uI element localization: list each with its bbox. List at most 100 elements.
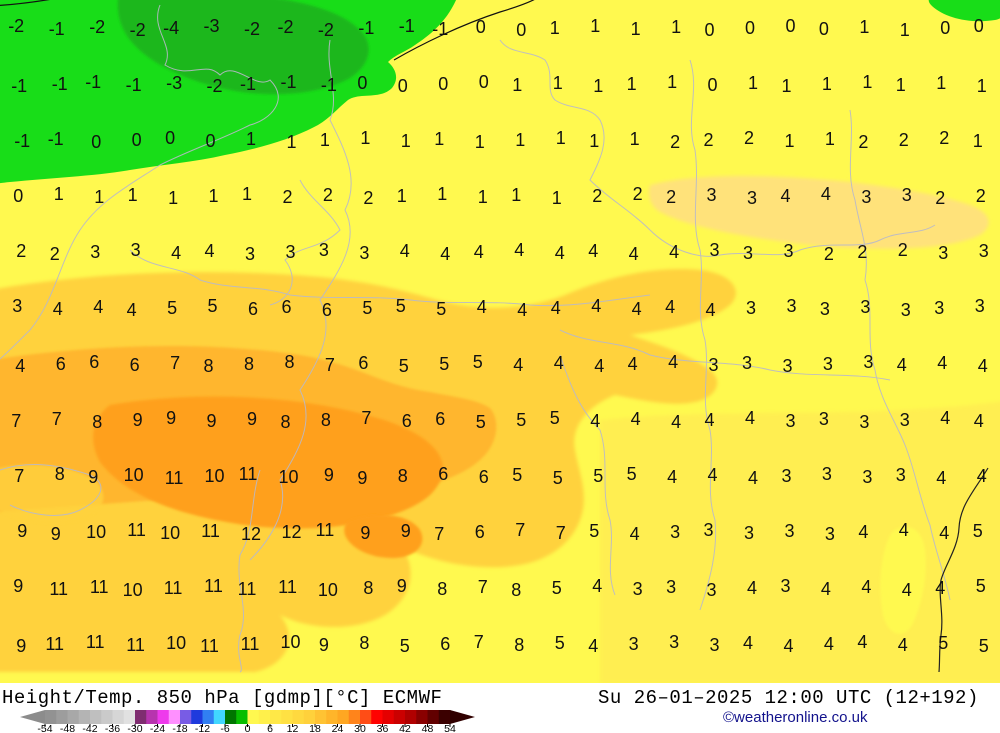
svg-text:5: 5 [167, 298, 177, 318]
svg-text:4: 4 [513, 355, 523, 375]
svg-text:1: 1 [748, 73, 758, 93]
svg-text:4: 4 [668, 352, 678, 372]
svg-text:24: 24 [332, 723, 344, 733]
svg-text:6: 6 [479, 467, 489, 487]
svg-text:7: 7 [325, 355, 335, 375]
svg-text:3: 3 [12, 296, 22, 316]
svg-text:8: 8 [92, 412, 102, 432]
svg-text:6: 6 [438, 464, 448, 484]
svg-text:1: 1 [397, 186, 407, 206]
svg-text:8: 8 [203, 356, 213, 376]
svg-text:8: 8 [363, 578, 373, 598]
svg-text:11: 11 [241, 634, 260, 654]
svg-text:7: 7 [556, 523, 566, 543]
svg-text:4: 4 [93, 297, 103, 317]
svg-text:-4: -4 [163, 18, 179, 38]
svg-text:0: 0 [974, 16, 984, 36]
svg-text:-1: -1 [14, 131, 30, 151]
svg-text:4: 4 [977, 466, 987, 486]
svg-text:4: 4 [15, 356, 25, 376]
svg-text:6: 6 [358, 353, 368, 373]
svg-text:0: 0 [479, 72, 489, 92]
svg-text:-6: -6 [220, 723, 229, 733]
svg-text:11: 11 [200, 636, 219, 656]
svg-text:4: 4 [517, 300, 527, 320]
svg-text:0: 0 [13, 186, 23, 206]
svg-text:5: 5 [436, 299, 446, 319]
svg-text:4: 4 [592, 576, 602, 596]
svg-text:1: 1 [977, 76, 987, 96]
svg-text:9: 9 [51, 524, 61, 544]
svg-text:9: 9 [360, 523, 370, 543]
svg-text:2: 2 [282, 187, 292, 207]
svg-text:9: 9 [16, 636, 26, 656]
svg-text:-1: -1 [48, 129, 64, 149]
svg-text:1: 1 [246, 129, 256, 149]
svg-text:4: 4 [747, 578, 757, 598]
svg-text:4: 4 [940, 408, 950, 428]
svg-text:2: 2 [898, 240, 908, 260]
svg-text:1: 1 [859, 17, 869, 37]
svg-text:6: 6 [322, 300, 332, 320]
svg-text:2: 2 [744, 128, 754, 148]
svg-text:4: 4 [588, 636, 598, 656]
svg-text:8: 8 [284, 352, 294, 372]
svg-text:7: 7 [474, 632, 484, 652]
svg-text:5: 5 [938, 633, 948, 653]
svg-text:3: 3 [901, 300, 911, 320]
svg-text:4: 4 [861, 577, 871, 597]
svg-text:3: 3 [633, 579, 643, 599]
svg-text:11: 11 [126, 635, 145, 655]
svg-text:6: 6 [89, 352, 99, 372]
svg-text:5: 5 [396, 296, 406, 316]
svg-text:5: 5 [516, 410, 526, 430]
svg-text:5: 5 [555, 633, 565, 653]
svg-text:9: 9 [324, 465, 334, 485]
svg-text:54: 54 [444, 723, 456, 733]
svg-text:0: 0 [707, 75, 717, 95]
svg-text:11: 11 [278, 577, 297, 597]
svg-text:4: 4 [629, 244, 639, 264]
svg-text:-1: -1 [399, 16, 415, 36]
svg-text:4: 4 [974, 411, 984, 431]
svg-text:3: 3 [934, 298, 944, 318]
svg-text:1: 1 [671, 17, 681, 37]
svg-text:4: 4 [669, 242, 679, 262]
svg-text:5: 5 [589, 521, 599, 541]
svg-text:1: 1 [825, 129, 835, 149]
svg-text:1: 1 [360, 128, 370, 148]
svg-text:3: 3 [900, 410, 910, 430]
svg-text:4: 4 [899, 520, 909, 540]
svg-text:1: 1 [286, 132, 296, 152]
svg-text:4: 4 [53, 299, 63, 319]
svg-text:1: 1 [590, 16, 600, 36]
svg-text:1: 1 [667, 72, 677, 92]
svg-text:2: 2 [857, 242, 867, 262]
svg-text:3: 3 [743, 243, 753, 263]
svg-text:1: 1 [630, 129, 640, 149]
svg-text:10: 10 [318, 580, 338, 600]
svg-text:4: 4 [204, 241, 214, 261]
svg-text:4: 4 [400, 241, 410, 261]
svg-text:4: 4 [474, 242, 484, 262]
svg-text:3: 3 [825, 524, 835, 544]
svg-text:11: 11 [86, 632, 105, 652]
svg-text:-2: -2 [8, 16, 24, 36]
svg-text:2: 2 [50, 244, 60, 264]
svg-text:2: 2 [323, 185, 333, 205]
svg-text:4: 4 [897, 355, 907, 375]
svg-text:2: 2 [670, 132, 680, 152]
svg-text:3: 3 [742, 353, 752, 373]
svg-text:3: 3 [862, 467, 872, 487]
svg-text:1: 1 [553, 73, 563, 93]
svg-text:4: 4 [590, 411, 600, 431]
svg-text:3: 3 [784, 521, 794, 541]
svg-text:1: 1 [784, 131, 794, 151]
svg-text:0: 0 [476, 17, 486, 37]
svg-text:4: 4 [858, 522, 868, 542]
svg-text:-2: -2 [318, 20, 334, 40]
svg-text:3: 3 [823, 354, 833, 374]
svg-text:6: 6 [281, 297, 291, 317]
svg-text:3: 3 [629, 634, 639, 654]
svg-text:0: 0 [357, 73, 367, 93]
